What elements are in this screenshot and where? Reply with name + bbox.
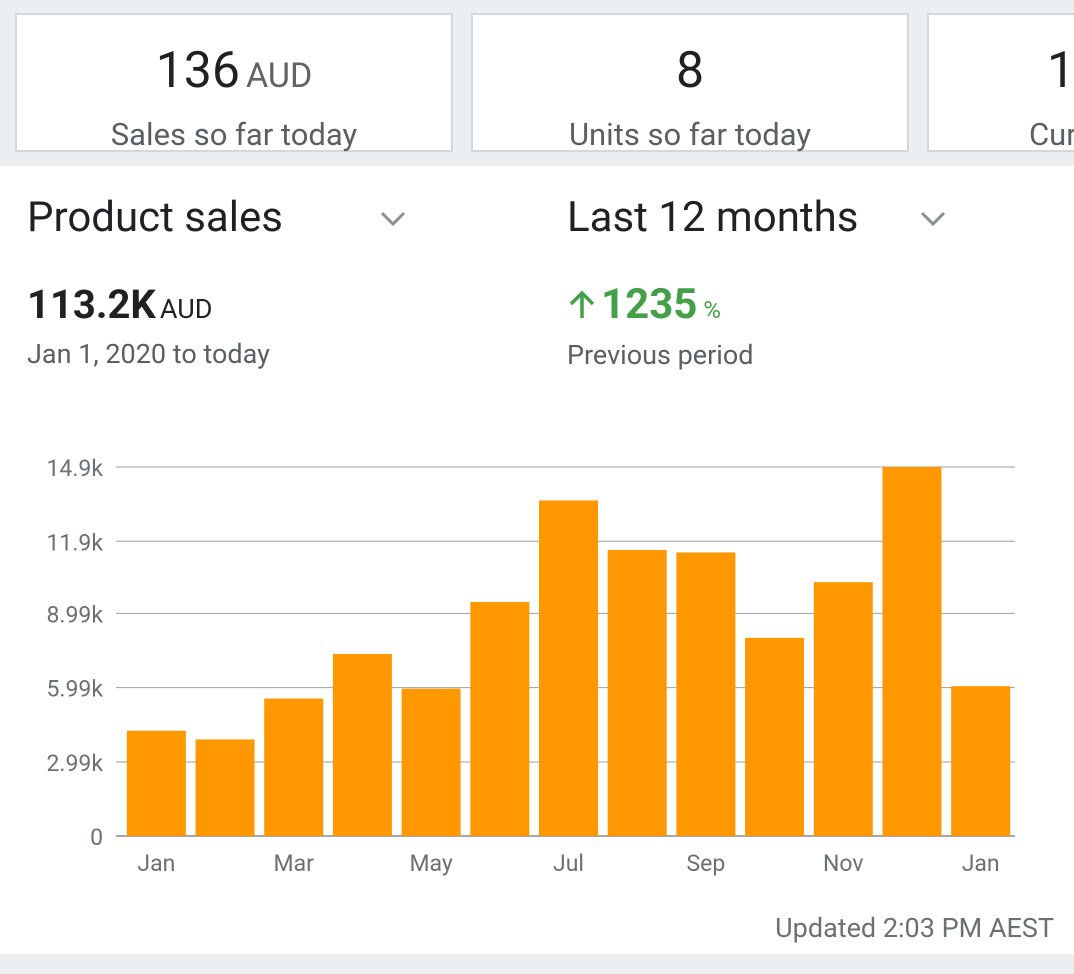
sales-bar-chart: 0 2.99k 5.99k 8.99k 11.9k 14.9k Jan Mar May Jul Se… bbox=[46, 455, 1015, 876]
total-unit: AUD bbox=[159, 293, 213, 325]
arrow-up-icon bbox=[569, 290, 595, 318]
x-tick-label: Jul bbox=[553, 850, 584, 876]
bar bbox=[882, 467, 942, 836]
total-value-line: 113.2K AUD bbox=[27, 282, 270, 332]
total-value: 113.2K bbox=[27, 281, 156, 328]
metric-dropdown[interactable]: Product sales bbox=[27, 193, 417, 245]
x-tick-label: May bbox=[409, 850, 452, 876]
bottom-divider bbox=[0, 954, 1074, 974]
x-tick-label: Nov bbox=[823, 850, 864, 876]
kpi-sales-unit: AUD bbox=[246, 56, 313, 96]
change-value-line: 1235% bbox=[567, 282, 753, 333]
y-tick-label: 5.99k bbox=[46, 676, 103, 703]
kpi-strip: 136 AUD Sales so far today 8 Units so far… bbox=[0, 0, 1074, 166]
bar bbox=[813, 582, 873, 836]
kpi-card-partial[interactable]: 1 Cur bbox=[927, 13, 1074, 153]
total-summary: 113.2K AUD Jan 1, 2020 to today bbox=[27, 282, 270, 372]
period-dropdown-label: Last 12 months bbox=[567, 193, 859, 242]
y-tick-label: 8.99k bbox=[46, 601, 103, 628]
kpi-units-value: 8 bbox=[675, 42, 705, 100]
y-tick-label: 14.9k bbox=[46, 455, 103, 482]
metric-dropdown-label: Product sales bbox=[27, 193, 283, 242]
x-tick-label: Sep bbox=[686, 850, 725, 876]
period-dropdown[interactable]: Last 12 months bbox=[567, 193, 957, 245]
bar bbox=[470, 601, 530, 836]
bar bbox=[607, 549, 667, 836]
kpi-sales-label: Sales so far today bbox=[110, 116, 358, 153]
bar bbox=[676, 552, 736, 836]
x-tick-label: Jan bbox=[137, 850, 175, 876]
change-unit: % bbox=[703, 296, 721, 324]
bar bbox=[401, 688, 461, 836]
x-tick-label: Mar bbox=[274, 850, 315, 876]
total-date-range: Jan 1, 2020 to today bbox=[27, 338, 270, 370]
updated-timestamp: Updated 2:03 PM AEST bbox=[775, 912, 1054, 944]
kpi-card-sales[interactable]: 136 AUD Sales so far today bbox=[15, 13, 453, 153]
kpi-partial-value: 1 bbox=[1047, 42, 1074, 100]
bar bbox=[126, 730, 186, 836]
kpi-partial-label: Cur bbox=[1029, 116, 1074, 153]
y-tick-label: 2.99k bbox=[46, 750, 103, 777]
chevron-down-icon bbox=[380, 211, 406, 227]
change-summary: 1235% Previous period bbox=[567, 282, 753, 373]
bar bbox=[195, 739, 255, 836]
x-tick-label: Jan bbox=[962, 850, 1000, 876]
change-label: Previous period bbox=[567, 339, 754, 371]
bar bbox=[745, 637, 805, 836]
sales-panel: Product sales Last 12 months 113.2K AUD J… bbox=[0, 166, 1074, 954]
bar bbox=[539, 500, 598, 836]
kpi-units-value-line: 8 bbox=[473, 45, 907, 97]
kpi-units-label: Units so far today bbox=[568, 116, 812, 153]
y-tick-label: 0 bbox=[90, 824, 103, 851]
kpi-card-units[interactable]: 8 Units so far today bbox=[471, 13, 909, 153]
y-tick-label: 11.9k bbox=[46, 529, 103, 556]
chevron-down-icon bbox=[920, 211, 946, 227]
kpi-sales-value: 136 bbox=[155, 42, 241, 100]
kpi-sales-value-line: 136 AUD bbox=[17, 45, 451, 102]
bar bbox=[951, 686, 1011, 836]
bar bbox=[332, 653, 392, 836]
change-value: 1235 bbox=[601, 280, 698, 329]
bar bbox=[264, 698, 324, 836]
